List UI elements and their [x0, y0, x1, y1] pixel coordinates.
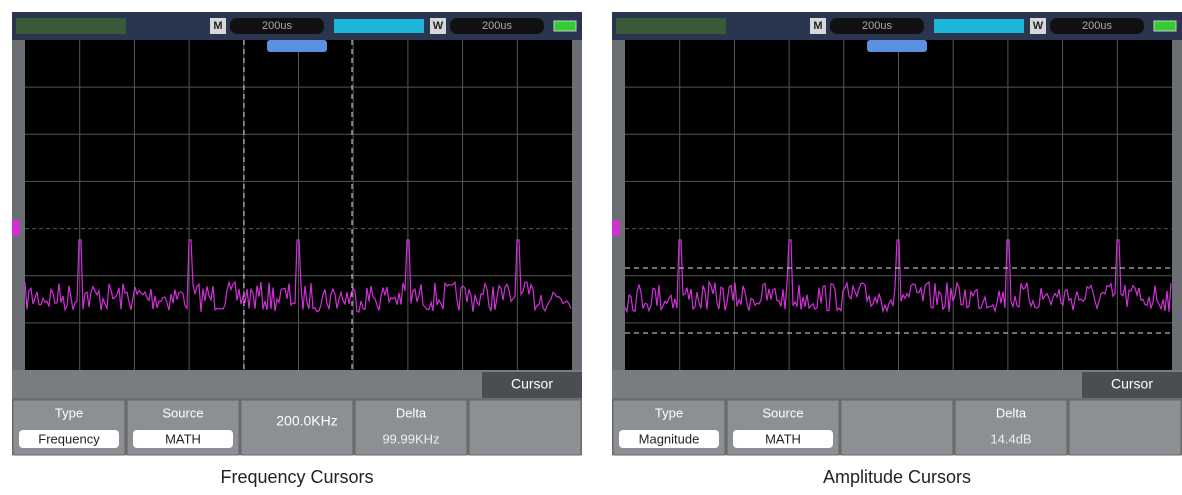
- main-label: M: [813, 20, 822, 32]
- softkey-label: Source: [162, 405, 203, 420]
- softkey-label: Delta: [396, 405, 427, 420]
- softkey-label: Source: [762, 405, 803, 420]
- timebase-window: 200us: [1082, 20, 1112, 32]
- timebase-main: 200us: [262, 20, 292, 32]
- window-bar: [934, 19, 1024, 33]
- battery: [554, 21, 576, 31]
- menu-tab-label[interactable]: Cursor: [1111, 376, 1153, 392]
- status-icons: [16, 18, 126, 34]
- timebase-window: 200us: [482, 20, 512, 32]
- trigger-marker: [12, 220, 20, 236]
- softkey-label: Type: [655, 405, 683, 420]
- softkey[interactable]: [469, 400, 581, 455]
- softkey-label: Type: [55, 405, 83, 420]
- softkey-value: Frequency: [38, 431, 100, 446]
- window-label: W: [433, 20, 444, 32]
- screenshot: M 200us W 200us Cursor Type Frequency Source MAT…: [0, 0, 1182, 490]
- softkey-value: MATH: [765, 431, 801, 446]
- softkey-value: MATH: [165, 431, 201, 446]
- timebase-main: 200us: [862, 20, 892, 32]
- menu-tab-label[interactable]: Cursor: [511, 376, 553, 392]
- softkey[interactable]: [841, 400, 953, 455]
- window-label: W: [1033, 20, 1044, 32]
- status-icons: [616, 18, 726, 34]
- freq-marker: [867, 40, 927, 52]
- softkey-value: 14.4dB: [990, 431, 1031, 446]
- caption: Amplitude Cursors: [823, 467, 971, 487]
- battery: [1154, 21, 1176, 31]
- main-label: M: [213, 20, 222, 32]
- window-bar: [334, 19, 424, 33]
- scope-panel: M 200us W 200us Cursor Type Magnitude Source MAT…: [612, 12, 1182, 487]
- softkey-value: 99.99KHz: [382, 431, 439, 446]
- softkey[interactable]: [1069, 400, 1181, 455]
- freq-marker: [267, 40, 327, 52]
- softkey-value: 200.0KHz: [276, 413, 337, 429]
- scope-panel: M 200us W 200us Cursor Type Frequency Source MAT…: [12, 12, 582, 487]
- caption: Frequency Cursors: [220, 467, 373, 487]
- softkey-label: Delta: [996, 405, 1027, 420]
- trigger-marker: [612, 220, 620, 236]
- softkey-value: Magnitude: [639, 431, 700, 446]
